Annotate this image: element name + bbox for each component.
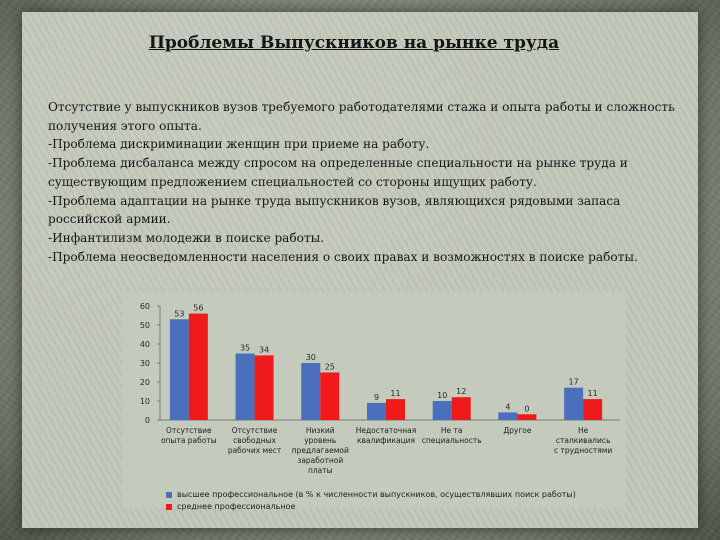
body-paragraph: Отсутствие у выпускников вузов требуемог…: [48, 100, 675, 133]
legend-swatch-red: [166, 503, 172, 510]
bar-series-1: [432, 401, 452, 420]
legend-label: среднее профессиональное: [177, 502, 296, 511]
data-label: 17: [569, 378, 579, 387]
data-label: 0: [524, 404, 529, 413]
x-tick-label: Низкий уровень предлагаемой заработной платы: [292, 426, 349, 475]
bar-series-2: [188, 313, 208, 420]
data-label: 12: [456, 387, 466, 396]
body-paragraph: -Инфантилизм молодежи в поиске работы.: [48, 230, 325, 245]
bar-chart: 0 10 20 30 40 50 60 53 56 Отсутствие опыта работы 3…: [122, 292, 626, 511]
y-tick-label: 0: [145, 416, 150, 425]
slide-title: Проблемы Выпускников на рынке труда: [148, 33, 560, 53]
data-label: 11: [588, 389, 598, 398]
y-tick-label: 10: [140, 397, 150, 406]
y-tick-label: 50: [140, 321, 150, 330]
bar-series-1: [301, 363, 321, 420]
bar-series-2: [517, 414, 537, 420]
x-tick-label: Не сталкивались с трудностями: [554, 426, 612, 455]
data-label: 9: [374, 393, 379, 402]
bar-series-1: [367, 402, 386, 420]
data-label: 53: [174, 309, 184, 318]
x-tick-label: Отсутствие свободных рабочих мест: [228, 426, 282, 455]
slide-card: Проблемы Выпускников на рынке труда Отсу…: [22, 12, 698, 528]
bar-series-1: [169, 319, 189, 420]
x-tick-label: Отсутствие опыта работы: [161, 426, 217, 445]
body-paragraph: -Проблема неосведомленности населения о …: [48, 249, 638, 264]
y-tick-label: 20: [140, 378, 150, 387]
bar-series-2: [320, 372, 340, 420]
slide-body: Отсутствие у выпускников вузов требуемог…: [48, 98, 688, 266]
body-paragraph: -Проблема адаптации на рынке труда выпус…: [48, 193, 621, 227]
data-label: 34: [259, 345, 269, 354]
data-label: 35: [240, 344, 250, 353]
y-tick-label: 60: [140, 302, 150, 311]
x-tick-label: Не та специальность: [422, 426, 482, 445]
body-paragraph: -Проблема дисбаланса между спросом на оп…: [48, 156, 628, 189]
data-label: 25: [325, 363, 335, 372]
y-tick-label: 40: [140, 340, 150, 349]
data-label: 10: [437, 391, 447, 400]
y-tick-label: 30: [140, 359, 150, 368]
data-label: 11: [390, 389, 400, 398]
x-tick-label: Недостаточная квалификация: [356, 426, 417, 445]
bar-series-2: [386, 399, 405, 420]
data-label: 30: [306, 353, 316, 362]
bar-series-2: [451, 397, 471, 420]
body-paragraph: -Проблема дискриминации женщин при прием…: [48, 137, 430, 152]
bar-series-1: [498, 412, 518, 420]
data-label: 4: [505, 402, 510, 411]
bar-series-2: [583, 399, 603, 420]
legend-swatch-blue: [166, 491, 172, 498]
bar-series-1: [235, 353, 255, 420]
bar-series-2: [254, 355, 274, 420]
legend-label: высшее профессиональное (в % к численнос…: [177, 490, 576, 499]
x-tick-label: Другое: [503, 426, 532, 435]
data-label: 56: [193, 304, 203, 313]
bar-series-1: [564, 387, 584, 420]
legend-item-series-2: среднее профессиональное: [166, 502, 295, 511]
legend-item-series-1: высшее профессиональное (в % к численнос…: [166, 490, 576, 499]
